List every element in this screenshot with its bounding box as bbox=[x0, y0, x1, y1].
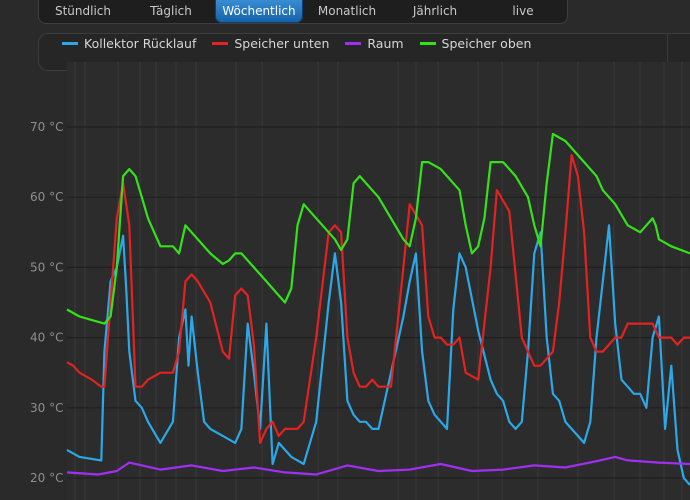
y-tick-label: 70 °C bbox=[30, 120, 63, 134]
legend-item[interactable]: Speicher unten bbox=[212, 36, 329, 51]
legend-label: Raum bbox=[367, 36, 404, 51]
legend-swatch bbox=[62, 42, 78, 45]
y-axis: 20 °C 30 °C 40 °C 50 °C 60 °C 70 °C bbox=[30, 120, 63, 485]
series-line-0 bbox=[66, 224, 690, 486]
legend-swatch bbox=[345, 42, 362, 45]
tab-1[interactable]: Täglich bbox=[127, 0, 215, 23]
series-line-3 bbox=[66, 132, 690, 325]
tab-4[interactable]: Jährlich bbox=[391, 0, 479, 23]
legend-label: Kollektor Rücklauf bbox=[84, 36, 197, 51]
tab-3[interactable]: Monatlich bbox=[303, 0, 391, 23]
legend-item[interactable]: Speicher oben bbox=[419, 36, 532, 51]
tab-2[interactable]: Wöchentlich bbox=[215, 0, 303, 23]
legend-item[interactable]: Kollektor Rücklauf bbox=[62, 36, 196, 51]
chart-series bbox=[66, 132, 690, 486]
tab-label: live bbox=[512, 4, 534, 18]
y-tick-label: 30 °C bbox=[30, 401, 63, 415]
tab-5[interactable]: live bbox=[479, 0, 567, 23]
y-tick-label: 40 °C bbox=[30, 331, 63, 345]
legend-item[interactable]: Raum bbox=[345, 36, 404, 51]
legend-swatch bbox=[212, 42, 229, 45]
view-tabs: Stündlich Täglich Wöchentlich Monatlich Jähr… bbox=[38, 0, 568, 24]
y-tick-label: 20 °C bbox=[30, 471, 63, 485]
legend-swatch bbox=[419, 42, 436, 45]
series-line-1 bbox=[66, 154, 690, 444]
tab-label: Jährlich bbox=[412, 4, 458, 18]
tab-label: Monatlich bbox=[317, 4, 377, 18]
tab-label: Stündlich bbox=[54, 4, 112, 18]
tab-label: Wöchentlich bbox=[222, 4, 296, 18]
legend-label: Speicher oben bbox=[441, 36, 532, 51]
series-line-2 bbox=[66, 455, 690, 476]
y-tick-label: 50 °C bbox=[30, 260, 63, 274]
legend-label: Speicher unten bbox=[234, 36, 330, 51]
chart-grid bbox=[67, 62, 690, 500]
chart-legend: Kollektor Rücklauf Speicher unten Raum Spei… bbox=[62, 36, 531, 51]
y-tick-label: 60 °C bbox=[30, 190, 63, 204]
tab-0[interactable]: Stündlich bbox=[39, 0, 127, 23]
tab-label: Täglich bbox=[150, 4, 192, 18]
